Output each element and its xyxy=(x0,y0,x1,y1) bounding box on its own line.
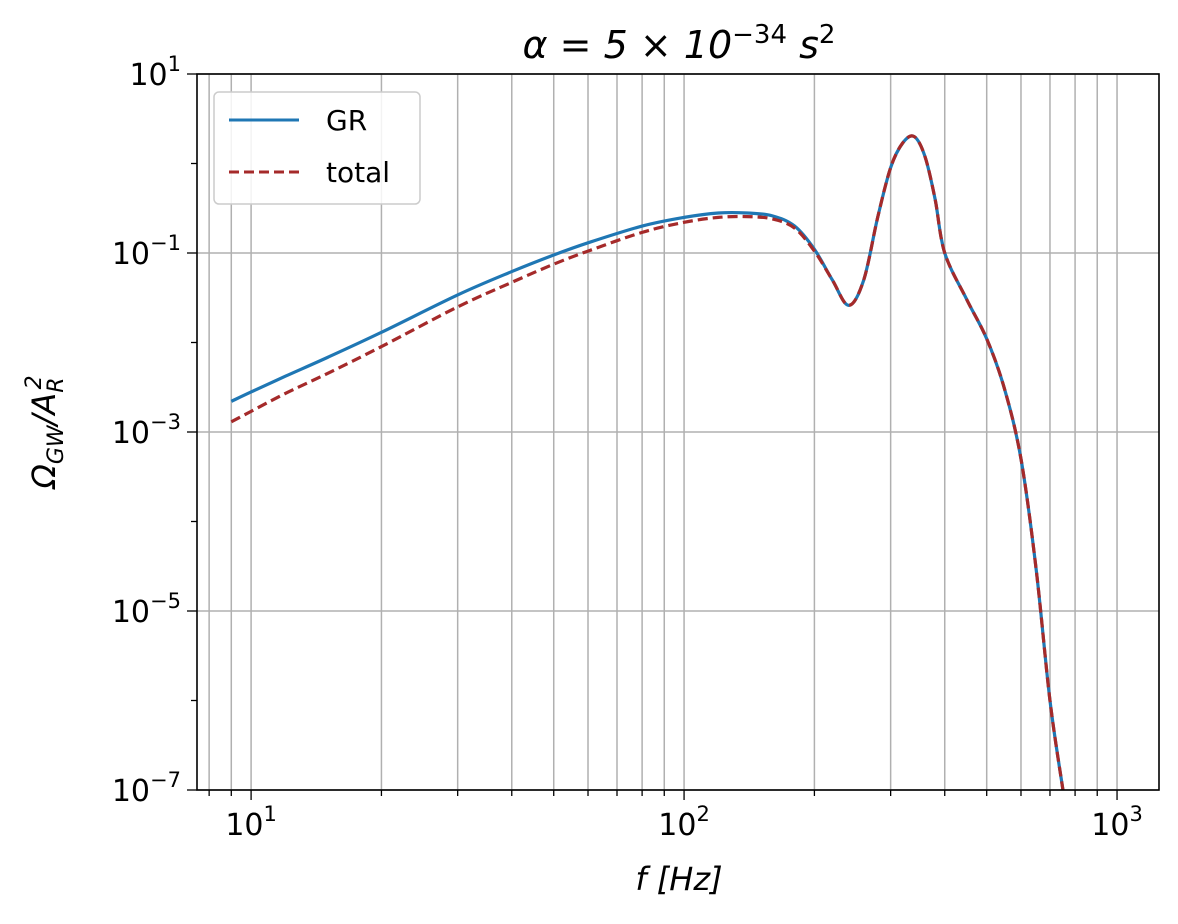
x-tick-label: 101 xyxy=(225,802,277,843)
y-tick-label: 101 xyxy=(129,52,181,93)
y-tick-label: 10−1 xyxy=(112,231,181,272)
series-line-gr xyxy=(230,134,1065,790)
x-tick-label: 102 xyxy=(658,802,710,843)
legend-label-total: total xyxy=(326,156,390,189)
legend: GR total xyxy=(213,91,421,205)
series-line-total xyxy=(230,134,1065,790)
y-tick-label: 10−5 xyxy=(112,589,181,630)
x-tick-label: 103 xyxy=(1091,802,1143,843)
y-axis-title-sub2: R xyxy=(44,377,69,392)
x-axis-title: f [Hz] xyxy=(635,860,722,898)
y-axis-title-sup: 2 xyxy=(22,375,47,389)
y-axis-title: ΩGW/AR2 xyxy=(22,375,69,490)
chart-title-base: α = 5 × 10 xyxy=(523,23,733,67)
chart-title-unit-exp: 2 xyxy=(819,20,836,50)
chart-title-unit: s xyxy=(787,23,819,67)
legend-label-gr: GR xyxy=(326,104,367,137)
chart-title: α = 5 × 10−34 s2 xyxy=(523,20,836,67)
series-layer xyxy=(230,134,1065,790)
y-axis-title-sub1: GW xyxy=(44,424,69,464)
ticks: 101 102 103 101 10−1 10−3 10−5 10−7 xyxy=(112,52,1143,843)
chart-title-exp: −34 xyxy=(732,20,787,50)
y-tick-label: 10−3 xyxy=(112,410,181,451)
y-tick-label: 10−7 xyxy=(112,768,181,809)
